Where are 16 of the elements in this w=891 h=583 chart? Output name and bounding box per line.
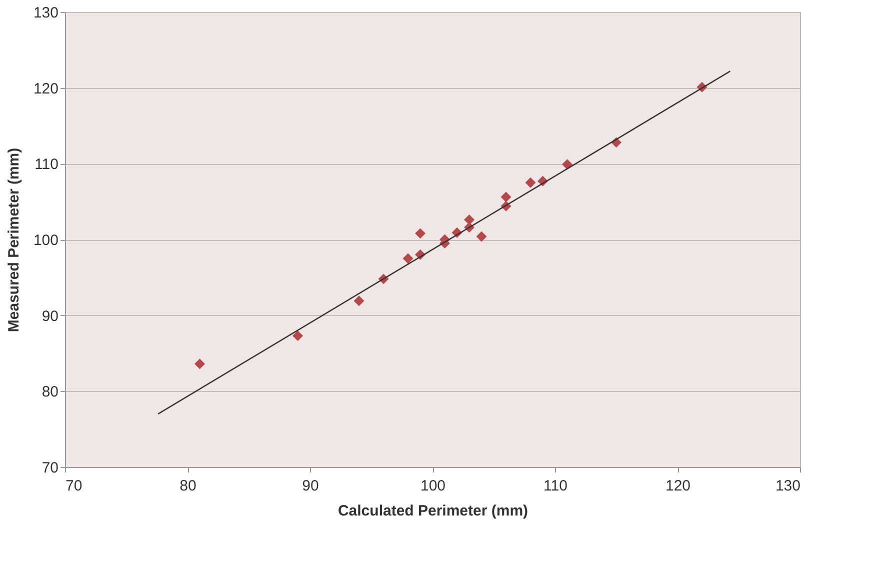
y-axis-title: Measured Perimeter (mm) bbox=[5, 148, 22, 332]
x-axis-title: Calculated Perimeter (mm) bbox=[338, 502, 528, 520]
y-tick-label: 80 bbox=[42, 384, 58, 401]
x-tick-label: 130 bbox=[775, 478, 800, 494]
y-tick-label: 110 bbox=[34, 156, 58, 174]
x-tick-label: 110 bbox=[544, 478, 568, 494]
x-tick-label: 80 bbox=[180, 478, 196, 494]
y-tick-label: 130 bbox=[33, 4, 58, 22]
y-tick-label: 120 bbox=[33, 80, 58, 98]
x-tick-label: 90 bbox=[302, 478, 319, 494]
y-tick-label: 70 bbox=[42, 460, 58, 476]
x-tick-label: 70 bbox=[66, 478, 82, 494]
x-tick-label: 120 bbox=[665, 478, 691, 494]
y-tick-label: 100 bbox=[33, 232, 58, 249]
y-tick-label: 90 bbox=[42, 308, 58, 325]
x-tick-label: 100 bbox=[420, 478, 446, 494]
